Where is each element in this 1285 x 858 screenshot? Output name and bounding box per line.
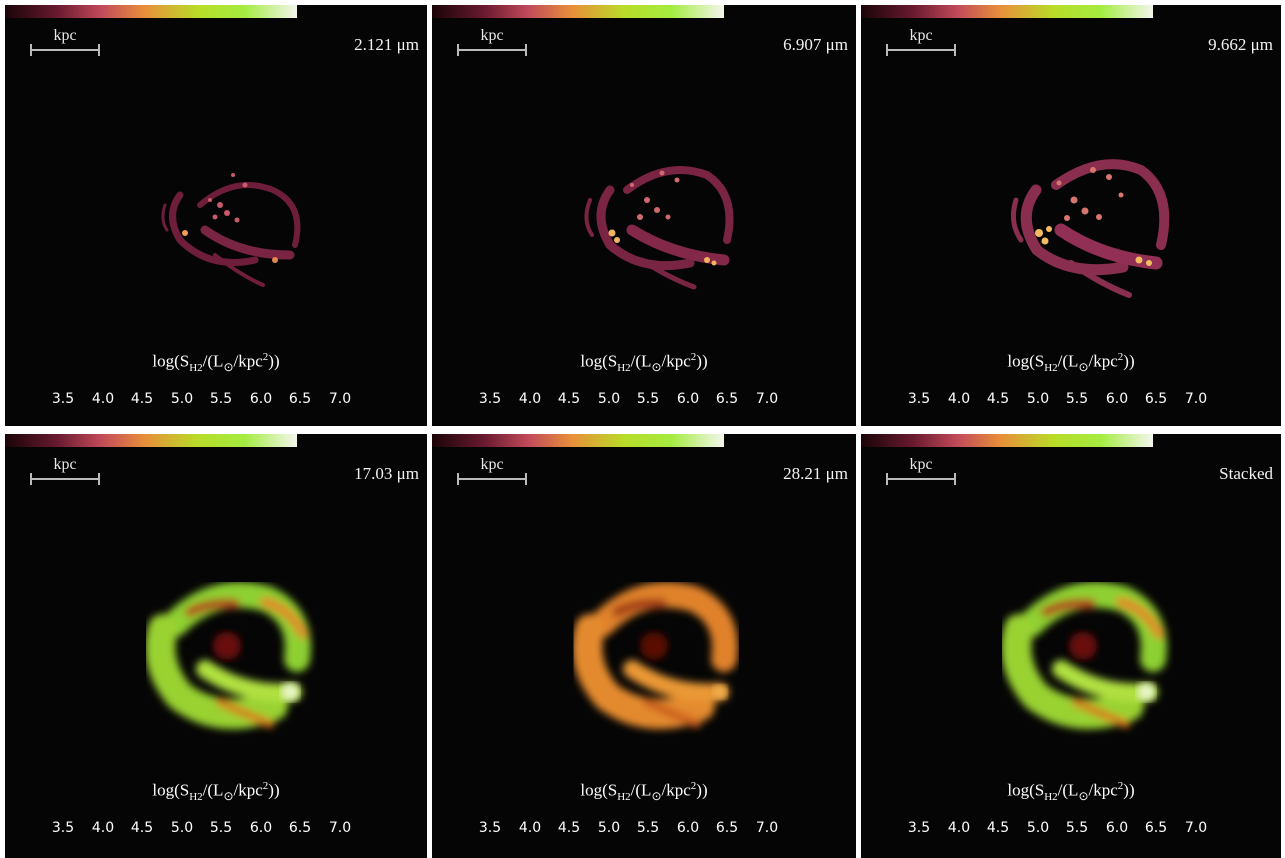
scale-label: kpc [53,456,77,473]
colorbar-label: log(SH2/(L⊙/kpc2)) [580,780,708,804]
scale-label: kpc [480,27,504,44]
wavelength-label: 6.907 μm [783,35,848,54]
galaxy-map-sparse [161,173,301,287]
colorbar-label: log(SH2/(L⊙/kpc2)) [1007,351,1135,375]
panel-stacked: kpc Stacked log(SH2/(L⊙/kpc2)) 3.5 4.0 4.5… [861,434,1281,858]
colorbar-label: log(SH2/(L⊙/kpc2)) [1007,780,1135,804]
wavelength-label: 2.121 μm [354,35,419,54]
scale-label: kpc [909,27,933,44]
panel-6907um: kpc 6.907 μm log(SH2/(L⊙/kpc2)) 3.5 4.0 4.… [432,5,856,426]
scale-label: kpc [480,456,504,473]
scale-bar: kpc [886,27,956,56]
colorbar [5,5,297,18]
colorbar [432,5,724,18]
panel-2121um: kpc 2.121 μm log(SH2/(L⊙/kpc2)) 3.5 4.0 4.… [5,5,427,426]
scale-bar: kpc [457,456,527,485]
scale-bar: kpc [457,27,527,56]
colorbar-ticks: 3.5 4.0 4.5 5.0 5.5 6.0 6.5 7.0 [51,820,352,836]
colorbar-ticks: 3.5 4.0 4.5 5.0 5.5 6.0 6.5 7.0 [478,820,779,836]
colorbar [5,434,297,447]
scale-label: kpc [53,27,77,44]
colorbar-ticks: 3.5 4.0 4.5 5.0 5.5 6.0 6.5 7.0 [51,391,352,407]
scale-bar: kpc [30,456,100,485]
galaxy-map-bright [1001,581,1167,729]
panel-1703um: kpc 17.03 μm log(SH2/(L⊙/kpc2)) 3.5 4.0 4.… [5,434,427,858]
colorbar-ticks: 3.5 4.0 4.5 5.0 5.5 6.0 6.5 7.0 [478,391,779,407]
wavelength-label: Stacked [1219,464,1273,483]
colorbar-ticks: 3.5 4.0 4.5 5.0 5.5 6.0 6.5 7.0 [907,820,1208,836]
wavelength-label: 17.03 μm [354,464,419,483]
colorbar-label: log(SH2/(L⊙/kpc2)) [152,351,280,375]
galaxy-map-orange [572,581,738,729]
wavelength-label: 28.21 μm [783,464,848,483]
galaxy-map-bright [145,581,311,729]
colorbar-ticks: 3.5 4.0 4.5 5.0 5.5 6.0 6.5 7.0 [907,391,1208,407]
panel-2821um: kpc 28.21 μm log(SH2/(L⊙/kpc2)) 3.5 4.0 4.… [432,434,856,858]
scale-bar: kpc [886,456,956,485]
colorbar [432,434,724,447]
colorbar [861,5,1153,18]
galaxy-map-sparse [584,166,734,290]
colorbar-label: log(SH2/(L⊙/kpc2)) [152,780,280,804]
scale-bar: kpc [30,27,100,56]
panel-9662um: kpc 9.662 μm log(SH2/(L⊙/kpc2)) 3.5 4.0 4.… [861,5,1281,426]
galaxy-map-sparse [1010,159,1170,298]
colorbar-label: log(SH2/(L⊙/kpc2)) [580,351,708,375]
colorbar [861,434,1153,447]
scale-label: kpc [909,456,933,473]
wavelength-label: 9.662 μm [1208,35,1273,54]
